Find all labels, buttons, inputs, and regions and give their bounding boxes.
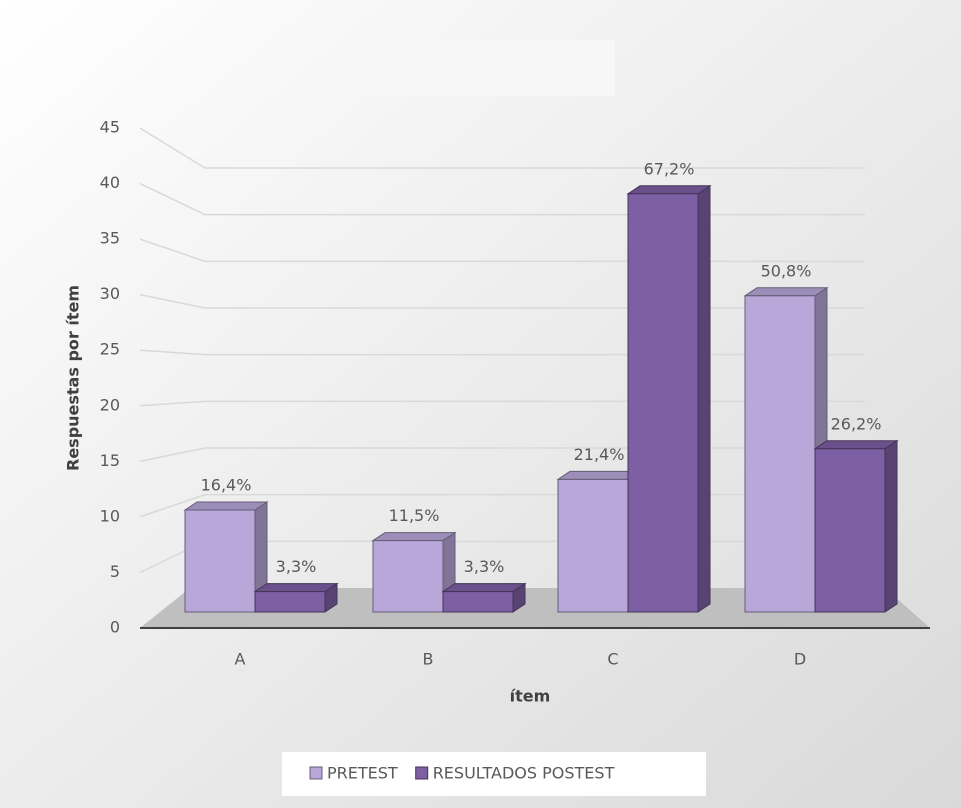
y-tick-label: 5 — [110, 562, 120, 581]
legend-box — [282, 752, 706, 796]
data-label: 67,2% — [644, 159, 695, 178]
data-label: 26,2% — [831, 414, 882, 433]
bar-side — [697, 184, 711, 613]
bar — [371, 531, 457, 613]
y-tick-label: 35 — [100, 229, 120, 248]
bar-front — [254, 591, 326, 613]
data-label: 3,3% — [276, 557, 317, 576]
data-label: 3,3% — [464, 557, 505, 576]
data-label: 50,8% — [761, 261, 812, 280]
bar-front — [814, 448, 886, 613]
bar-top — [183, 501, 269, 511]
data-label: 16,4% — [201, 476, 252, 495]
bar — [253, 582, 339, 613]
bar-side — [884, 439, 898, 613]
legend-swatch — [415, 766, 429, 780]
bar — [183, 501, 269, 613]
x-axis-title: ítem — [510, 687, 551, 706]
bar-top — [626, 185, 712, 195]
bar-top — [813, 440, 899, 450]
bar-top — [253, 583, 339, 593]
bar-front — [372, 540, 444, 613]
bar-front — [744, 295, 816, 613]
bars: A 16,4% 3,3% B 11,5% 3,3% C 21,4% 67,2% D 50,8% 26,… — [183, 159, 899, 669]
y-tick-label: 15 — [100, 451, 120, 470]
x-tick-label: C — [607, 650, 618, 669]
x-tick-label: D — [794, 650, 806, 669]
legend-label: PRETEST — [327, 764, 398, 783]
bar-front — [184, 509, 256, 613]
legend-swatch — [309, 766, 323, 780]
bar-front — [442, 591, 514, 613]
y-tick-label: 30 — [100, 284, 120, 303]
bar-front — [627, 193, 699, 613]
data-label: 11,5% — [389, 506, 440, 525]
grid-line — [139, 127, 865, 169]
y-tick-label: 20 — [100, 395, 120, 414]
data-label: 21,4% — [574, 445, 625, 464]
title-box — [365, 40, 615, 96]
bar-top — [743, 287, 829, 297]
legend-label: RESULTADOS POSTEST — [433, 764, 615, 783]
bar — [441, 582, 527, 613]
bar-front — [557, 478, 629, 613]
bar-top — [371, 532, 457, 542]
x-tick-label: A — [235, 650, 246, 669]
y-tick-label: 40 — [100, 173, 120, 192]
y-tick-label: 10 — [100, 506, 120, 525]
bar — [743, 286, 829, 613]
x-tick-label: B — [423, 650, 434, 669]
bar — [626, 184, 712, 613]
legend: PRETEST RESULTADOS POSTEST — [309, 764, 615, 783]
bar — [813, 439, 899, 613]
bar-top — [441, 583, 527, 593]
y-tick-label: 0 — [110, 618, 120, 637]
y-axis-title: Respuestas por ítem — [64, 285, 83, 471]
y-tick-label: 25 — [100, 340, 120, 359]
y-tick-label: 45 — [100, 118, 120, 137]
